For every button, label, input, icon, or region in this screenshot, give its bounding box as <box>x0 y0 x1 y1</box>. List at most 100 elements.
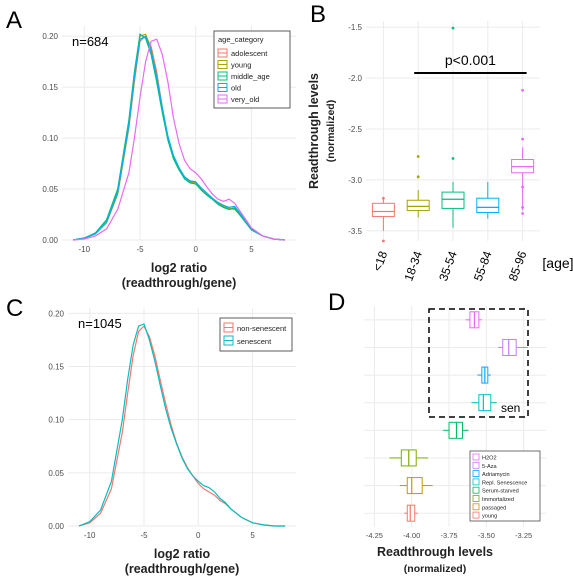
y-tick-label: 0.05 <box>42 185 58 194</box>
legend-label: senescent <box>237 337 272 346</box>
x-tick-label: -3.50 <box>478 531 495 540</box>
y-tick-label: 0.10 <box>42 134 58 143</box>
legend-swatch <box>472 461 480 469</box>
box-<18 <box>371 202 395 218</box>
y-axis-label-line2: (normalized) <box>325 100 337 162</box>
sample-size-label: n=1045 <box>78 316 122 331</box>
y-tick-label: 0.15 <box>48 362 64 371</box>
x-tick-label: -5 <box>136 245 144 254</box>
legend-swatch <box>472 470 480 478</box>
outlier-point <box>416 175 420 179</box>
x-tick-label: -5 <box>140 531 148 540</box>
x-tick-label: -10 <box>79 245 91 254</box>
box-5-Aza <box>502 338 517 356</box>
panel-a: A 0.00 0.05 0.10 0.15 0.20 -10 -5 0 5 n=684 log2 ra… <box>6 7 296 290</box>
y-tick-label: -2.0 <box>348 74 362 83</box>
x-tick-label: 0 <box>196 531 201 540</box>
legend-swatch <box>472 453 480 461</box>
box-55-84 <box>476 197 500 213</box>
panel-d: D -4.25 -4.00 -3.75 -3.50 -3.25 sen H2O2 5-Aza Ad… <box>328 289 546 575</box>
x-axis-label-line2: (normalized) <box>404 563 466 575</box>
legend-label: adolescent <box>231 49 268 58</box>
y-tick-label: 0.20 <box>42 32 58 41</box>
box-passaged <box>406 477 423 495</box>
x-axis-label: log2 ratio <box>151 261 208 275</box>
outlier-point <box>521 212 524 215</box>
x-tick-label: 5 <box>250 531 255 540</box>
x-tick-label: -4.25 <box>366 531 383 540</box>
legend-swatch <box>472 486 480 494</box>
x-tick-label: <18 <box>370 249 390 273</box>
panel-b: B -3.5 -3.0 -2.5 -2.0 -1.5 <18 18-34 35-54 55-84 8… <box>307 1 573 283</box>
y-tick-label: -3.5 <box>348 227 362 236</box>
outlier-point <box>521 137 524 141</box>
series-line-very_old <box>73 38 285 241</box>
x-axis-label: [age] <box>542 255 573 271</box>
sample-size-label: n=684 <box>72 34 109 49</box>
legend-label: Repl. Senescence <box>482 480 527 486</box>
x-axis-label-line2: (readthrough/gene) <box>122 276 237 290</box>
y-tick-label: -3.0 <box>348 176 362 185</box>
outlier-point <box>382 196 385 200</box>
y-tick-label: 0.00 <box>48 522 64 531</box>
outlier-point <box>451 157 455 160</box>
legend-label: 5-Aza <box>482 464 498 470</box>
x-tick-label: 5 <box>249 245 254 254</box>
y-tick-label: 0.15 <box>42 83 58 92</box>
panel-letter: C <box>6 295 23 322</box>
legend-label: young <box>231 61 251 70</box>
legend-label: young <box>482 514 497 520</box>
series-line-senescent <box>78 323 286 527</box>
series-line-non-senescent <box>78 325 286 527</box>
series-line-old <box>72 35 285 241</box>
panel-letter: A <box>6 7 22 34</box>
box-Serum-starved <box>448 421 463 439</box>
x-tick-label: 55-84 <box>471 249 495 283</box>
x-axis-label: log2 ratio <box>154 547 211 561</box>
legend-swatch <box>472 503 480 511</box>
legend-label: middle_age <box>231 72 270 81</box>
panel-letter: B <box>310 1 326 28</box>
box-35-54 <box>441 191 465 209</box>
panel-c: C 0.00 0.05 0.10 0.15 0.20 -10 -5 0 5 n=1045 log2 r… <box>6 295 296 576</box>
panel-letter: D <box>328 289 345 316</box>
x-axis-label-line2: (readthrough/gene) <box>125 562 240 576</box>
legend-label: passaged <box>482 505 506 511</box>
x-tick-label: 35-54 <box>436 249 460 283</box>
outlier-point <box>521 88 524 92</box>
x-tick-label: 0 <box>193 245 198 254</box>
x-tick-label: -3.25 <box>515 531 532 540</box>
outlier-point <box>416 155 420 158</box>
box-Repl. Senescence <box>478 394 492 412</box>
legend-label: very_old <box>231 95 259 104</box>
legend-label: Adriamycin <box>482 472 510 478</box>
outlier-point <box>382 239 385 243</box>
box-18-34 <box>406 199 430 211</box>
y-tick-label: 0.05 <box>48 469 64 478</box>
outlier-point <box>521 205 524 209</box>
x-tick-label: 18-34 <box>401 249 425 283</box>
legend-swatch <box>472 478 480 486</box>
x-tick-label: -4.00 <box>403 531 420 540</box>
legend-swatch <box>472 511 480 519</box>
senescence-label: sen <box>501 401 520 415</box>
legend-title: age_category <box>218 35 264 44</box>
legend-label: Immortalized <box>482 497 514 503</box>
legend-label: non-senescent <box>237 324 287 333</box>
x-tick-label: -3.75 <box>440 531 457 540</box>
legend-label: Serum-starved <box>482 489 519 495</box>
y-tick-label: 0.10 <box>48 416 64 425</box>
legend-swatch <box>472 495 480 502</box>
legend-label: H2O2 <box>482 456 497 462</box>
y-tick-label: 0.00 <box>42 236 58 245</box>
p-value-label: p<0.001 <box>445 52 496 68</box>
legend-box <box>469 450 541 522</box>
legend-label: old <box>231 84 241 93</box>
series-line-middle_age <box>72 33 285 241</box>
y-tick-label: -2.5 <box>348 125 362 134</box>
outlier-point <box>521 185 524 189</box>
y-tick-label: 0.20 <box>48 309 64 318</box>
box-young <box>406 504 416 522</box>
senescence-frame <box>428 308 529 418</box>
